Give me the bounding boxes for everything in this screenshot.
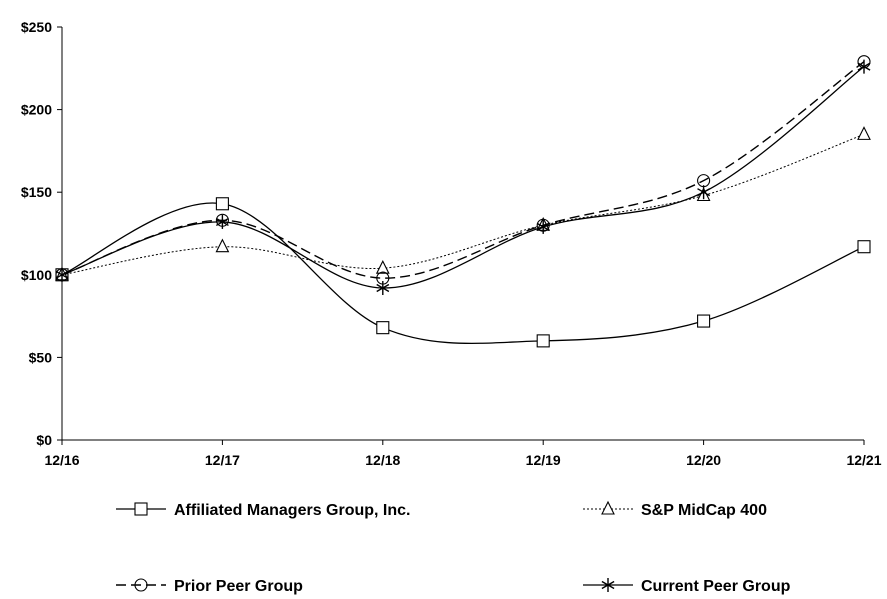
y-tick-label: $100 xyxy=(21,267,52,283)
legend-label: S&P MidCap 400 xyxy=(641,502,767,519)
y-axis-ticks: $0 $50 $100 $150 $200 $250 xyxy=(21,19,62,448)
y-tick-label: $200 xyxy=(21,102,52,118)
data-point xyxy=(215,214,229,229)
series-0 xyxy=(55,197,871,348)
x-tick-label: 12/17 xyxy=(205,452,240,468)
series-line xyxy=(61,61,865,279)
data-point xyxy=(376,321,390,335)
data-point xyxy=(857,240,871,254)
legend-item: S&P MidCap 400 xyxy=(583,500,767,519)
series-layer xyxy=(55,55,871,348)
y-tick-label: $250 xyxy=(21,19,52,35)
legend-label: Current Peer Group xyxy=(641,578,791,595)
x-tick-label: 12/21 xyxy=(846,452,881,468)
series-line xyxy=(61,66,865,289)
series-line xyxy=(61,133,865,276)
data-point xyxy=(55,267,69,282)
legend-item: Current Peer Group xyxy=(583,578,791,595)
series-1 xyxy=(55,126,871,281)
data-point xyxy=(536,219,550,234)
data-point xyxy=(697,314,711,328)
x-tick-label: 12/18 xyxy=(365,452,400,468)
legend-marker xyxy=(134,502,148,516)
data-point xyxy=(375,259,390,274)
legend-label: Affiliated Managers Group, Inc. xyxy=(174,502,410,519)
legend-marker xyxy=(134,578,148,592)
legend-item: Prior Peer Group xyxy=(116,578,303,595)
series-2 xyxy=(55,55,871,285)
x-tick-label: 12/20 xyxy=(686,452,721,468)
series-line xyxy=(61,202,865,344)
legend-marker xyxy=(601,500,615,515)
data-point xyxy=(376,281,390,296)
data-point xyxy=(215,238,230,253)
data-point xyxy=(536,334,550,348)
data-point xyxy=(215,197,229,211)
y-tick-label: $50 xyxy=(29,349,53,365)
legend: Affiliated Managers Group, Inc. S&P MidCa… xyxy=(116,500,791,595)
x-axis-ticks: 12/16 12/17 12/18 12/19 12/20 12/21 xyxy=(44,440,882,468)
legend-label: Prior Peer Group xyxy=(174,578,303,595)
data-point xyxy=(697,185,711,200)
y-tick-label: $0 xyxy=(36,432,52,448)
data-point xyxy=(857,126,871,140)
series-3 xyxy=(55,59,871,296)
legend-marker xyxy=(601,578,615,592)
legend-item: Affiliated Managers Group, Inc. xyxy=(116,502,410,519)
x-tick-label: 12/16 xyxy=(44,452,79,468)
y-tick-label: $150 xyxy=(21,184,52,200)
data-point xyxy=(857,59,871,74)
x-tick-label: 12/19 xyxy=(526,452,561,468)
